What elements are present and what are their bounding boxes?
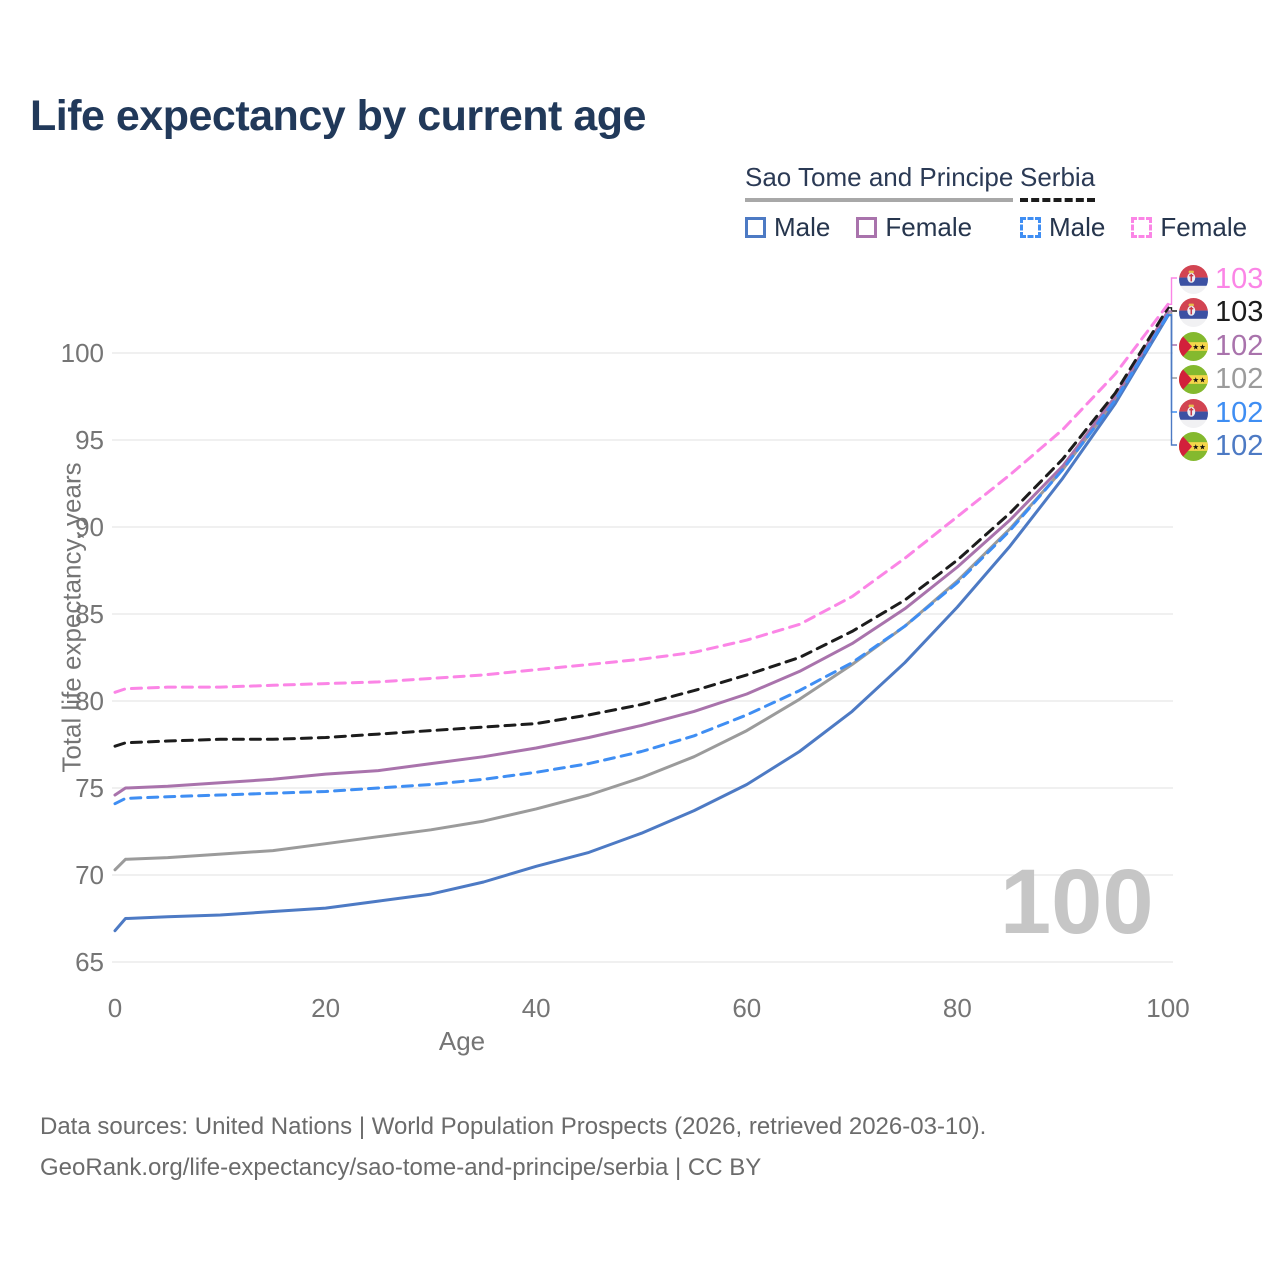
- svg-text:★: ★: [1192, 343, 1199, 352]
- y-tick-label: 90: [75, 512, 104, 542]
- legend-item-female[interactable]: Female: [1131, 212, 1247, 243]
- legend-item-male[interactable]: Male: [745, 212, 830, 243]
- svg-text:★: ★: [1199, 443, 1206, 452]
- series-line-serbia_female[interactable]: [113, 302, 1170, 694]
- legend-item-label: Female: [885, 212, 973, 242]
- legend-group-serbia: Serbia Male Female: [1020, 162, 1247, 243]
- series-line-saotome_male[interactable]: [113, 314, 1170, 933]
- end-label-leader: [1168, 314, 1177, 413]
- legend-items: Male Female: [745, 212, 1013, 243]
- legend-item-label: Male: [774, 212, 831, 242]
- legend-country-label[interactable]: Sao Tome and Principe: [745, 162, 1014, 202]
- end-label-leader: [1168, 277, 1177, 305]
- svg-text:★: ★: [1192, 443, 1199, 452]
- y-tick-label: 70: [75, 860, 104, 890]
- footer: Data sources: United Nations | World Pop…: [40, 1106, 1190, 1188]
- end-label-leader: [1168, 310, 1177, 346]
- age-watermark: 100: [1000, 851, 1154, 953]
- y-tick-label: 80: [75, 686, 104, 716]
- end-label-leader: [1168, 314, 1177, 446]
- end-label-saotome_female: ★ ★ 102: [1179, 330, 1263, 363]
- svg-text:★: ★: [1192, 376, 1199, 385]
- legend-country-label[interactable]: Serbia: [1020, 162, 1096, 202]
- end-label-serbia_both: 103: [1179, 296, 1263, 329]
- y-tick-label: 95: [75, 425, 104, 455]
- end-label-value: 102: [1215, 330, 1264, 362]
- footer-data-sources: Data sources: United Nations | World Pop…: [40, 1113, 987, 1140]
- end-label-value: 102: [1215, 363, 1264, 395]
- saotome-flag-icon: ★ ★: [1179, 332, 1208, 361]
- end-label-serbia_male: 102: [1179, 397, 1263, 430]
- end-label-leader: [1168, 312, 1177, 379]
- end-label-value: 103: [1215, 296, 1264, 328]
- x-axis-title: Age: [438, 1026, 486, 1056]
- x-tick-label: 40: [521, 993, 551, 1023]
- serbia-flag-icon: [1179, 399, 1208, 428]
- series-line-saotome_female[interactable]: [113, 309, 1170, 797]
- end-label-saotome_male: ★ ★ 102: [1179, 430, 1263, 463]
- end-label-saotome_both: ★ ★ 102: [1179, 363, 1263, 396]
- legend-item-male[interactable]: Male: [1020, 212, 1105, 243]
- legend-swatch-icon: [745, 217, 766, 238]
- end-label-value: 102: [1215, 430, 1264, 462]
- y-tick-label: 75: [75, 773, 104, 803]
- legend-swatch-icon: [856, 217, 878, 238]
- end-label-serbia_female: 103: [1179, 263, 1263, 296]
- series-line-saotome_both[interactable]: [113, 311, 1170, 872]
- svg-text:★: ★: [1199, 376, 1206, 385]
- y-tick-label: 85: [75, 599, 104, 629]
- legend-swatch-icon: [1131, 217, 1153, 238]
- legend-item-label: Female: [1160, 212, 1248, 242]
- legend-item-female[interactable]: Female: [856, 212, 972, 243]
- legend-items: Male Female: [1020, 212, 1247, 243]
- end-label-value: 102: [1215, 397, 1264, 429]
- serbia-flag-icon: [1179, 298, 1208, 327]
- legend-group-sao-tome: Sao Tome and Principe Male Female: [745, 162, 1014, 243]
- x-tick-label: 80: [942, 993, 972, 1023]
- y-tick-label: 65: [75, 947, 104, 977]
- saotome-flag-icon: ★ ★: [1179, 432, 1208, 461]
- page-title: Life expectancy by current age: [30, 92, 646, 140]
- serbia-flag-icon: [1179, 265, 1208, 294]
- series-line-serbia_male[interactable]: [113, 313, 1170, 806]
- series-line-serbia_both[interactable]: [113, 306, 1170, 748]
- footer-attribution: GeoRank.org/life-expectancy/sao-tome-and…: [40, 1154, 762, 1181]
- y-tick-label: 100: [60, 338, 104, 368]
- end-label-value: 103: [1215, 263, 1264, 295]
- x-tick-label: 100: [1146, 993, 1190, 1023]
- x-tick-label: 60: [732, 993, 762, 1023]
- legend-item-label: Male: [1049, 212, 1106, 242]
- legend-swatch-icon: [1020, 217, 1041, 238]
- x-tick-label: 0: [107, 993, 123, 1023]
- saotome-flag-icon: ★ ★: [1179, 365, 1208, 394]
- x-tick-label: 20: [311, 993, 341, 1023]
- svg-text:★: ★: [1199, 343, 1206, 352]
